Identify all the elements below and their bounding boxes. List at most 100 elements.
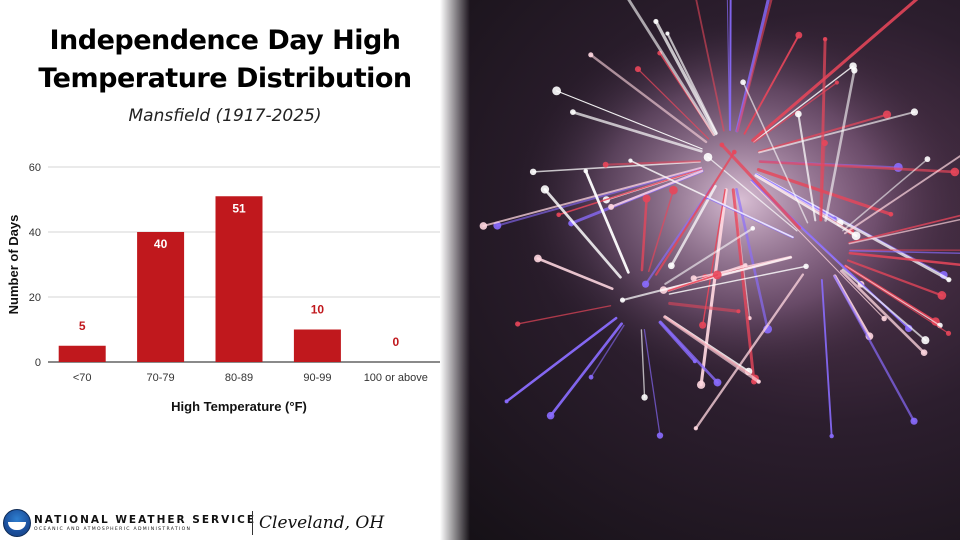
firework-streak [841, 268, 927, 342]
fireworks-photo [440, 0, 960, 540]
firework-spark [656, 432, 664, 439]
bar [293, 329, 341, 362]
firework-spark [641, 394, 648, 401]
firework-streak [517, 305, 612, 325]
firework-spark [642, 280, 650, 288]
firework-streak [751, 0, 919, 142]
firework-spark [910, 417, 918, 425]
firework-spark [851, 231, 861, 241]
firework-streak [655, 151, 736, 276]
firework-streak [824, 69, 856, 222]
chart-title: Independence Day High Temperature Distri… [0, 22, 450, 98]
firework-streak [505, 316, 618, 403]
firework-spark [608, 203, 615, 210]
bar [215, 196, 263, 362]
firework-streak [754, 174, 858, 238]
firework-spark [829, 433, 834, 439]
firework-streak [590, 324, 625, 378]
firework-spark [888, 211, 894, 217]
firework-spark [540, 185, 550, 194]
firework-spark [950, 167, 960, 177]
firework-spark [713, 378, 722, 387]
firework-streak [736, 0, 773, 133]
firework-spark [696, 380, 706, 389]
firework-spark [795, 31, 803, 39]
agency-subtitle: OCEANIC AND ATMOSPHERIC ADMINISTRATION [34, 527, 192, 532]
firework-spark [794, 110, 802, 118]
photo-fade [440, 0, 470, 540]
firework-streak [820, 142, 826, 221]
y-tick-label: 60 [29, 162, 41, 174]
firework-streak [694, 273, 805, 430]
firework-streak [848, 214, 960, 244]
firework-streak [664, 227, 754, 285]
firework-streak [843, 154, 960, 235]
firework-streak [742, 81, 809, 224]
firework-streak [743, 34, 800, 135]
agency-name: NATIONAL WEATHER SERVICE [34, 514, 257, 526]
firework-streak [543, 188, 622, 279]
firework-streak [643, 329, 661, 437]
firework-streak [844, 265, 950, 334]
x-tick-label: 90-99 [303, 372, 331, 384]
footer: NATIONAL WEATHER SERVICE OCEANIC AND ATM… [0, 505, 450, 540]
firework-spark [669, 185, 678, 195]
chart-subtitle: Mansfield (1917-2025) [128, 106, 322, 126]
data-label: 10 [311, 303, 325, 317]
firework-spark [921, 336, 930, 345]
data-label: 0 [392, 335, 399, 349]
firework-spark [552, 86, 562, 96]
firework-streak [819, 37, 827, 222]
y-tick-label: 20 [29, 292, 41, 304]
firework-streak [532, 161, 701, 173]
firework-spark [822, 36, 828, 42]
bar [137, 232, 185, 362]
firework-streak [849, 249, 960, 255]
firework-spark [882, 110, 892, 119]
firework-spark [588, 374, 594, 380]
firework-streak [584, 169, 630, 274]
data-label: 40 [154, 237, 168, 251]
firework-streak [797, 112, 817, 222]
firework-streak [840, 269, 926, 354]
noaa-logo-icon [3, 509, 31, 537]
firework-streak [637, 68, 710, 140]
bar [58, 345, 106, 362]
firework-spark [556, 212, 562, 218]
firework-streak [629, 159, 794, 239]
firework-spark [719, 142, 725, 148]
firework-streak [758, 111, 916, 154]
firework-streak [647, 189, 675, 273]
x-tick-label: 100 or above [364, 372, 428, 384]
firework-streak [627, 0, 716, 137]
firework-spark [851, 67, 858, 74]
title-line-1: Independence Day High [49, 25, 401, 56]
firework-spark [634, 66, 642, 73]
firework-spark [712, 270, 722, 280]
firework-spark [834, 80, 839, 85]
firework-streak [557, 168, 703, 216]
firework-streak [699, 188, 728, 387]
firework-spark [583, 168, 589, 174]
firework-streak [695, 0, 725, 132]
firework-spark [602, 161, 609, 168]
firework-spark [821, 139, 828, 147]
firework-spark [588, 52, 594, 58]
y-tick-label: 0 [35, 357, 41, 369]
title-line-2: Temperature Distribution [38, 63, 412, 94]
firework-streak [753, 65, 854, 143]
firework-spark [750, 226, 756, 231]
firework-spark [693, 426, 698, 431]
firework-spark [945, 330, 952, 336]
firework-spark [910, 108, 919, 116]
firework-spark [546, 411, 555, 420]
firework-spark [736, 309, 741, 314]
firework-streak [589, 53, 708, 144]
firework-spark [803, 263, 809, 270]
firework-streak [640, 197, 648, 272]
firework-streak [667, 274, 719, 292]
office-name: Cleveland, OH [259, 513, 385, 533]
firework-streak [833, 275, 916, 423]
y-axis-title: Number of Days [6, 215, 21, 315]
firework-streak [666, 32, 718, 135]
